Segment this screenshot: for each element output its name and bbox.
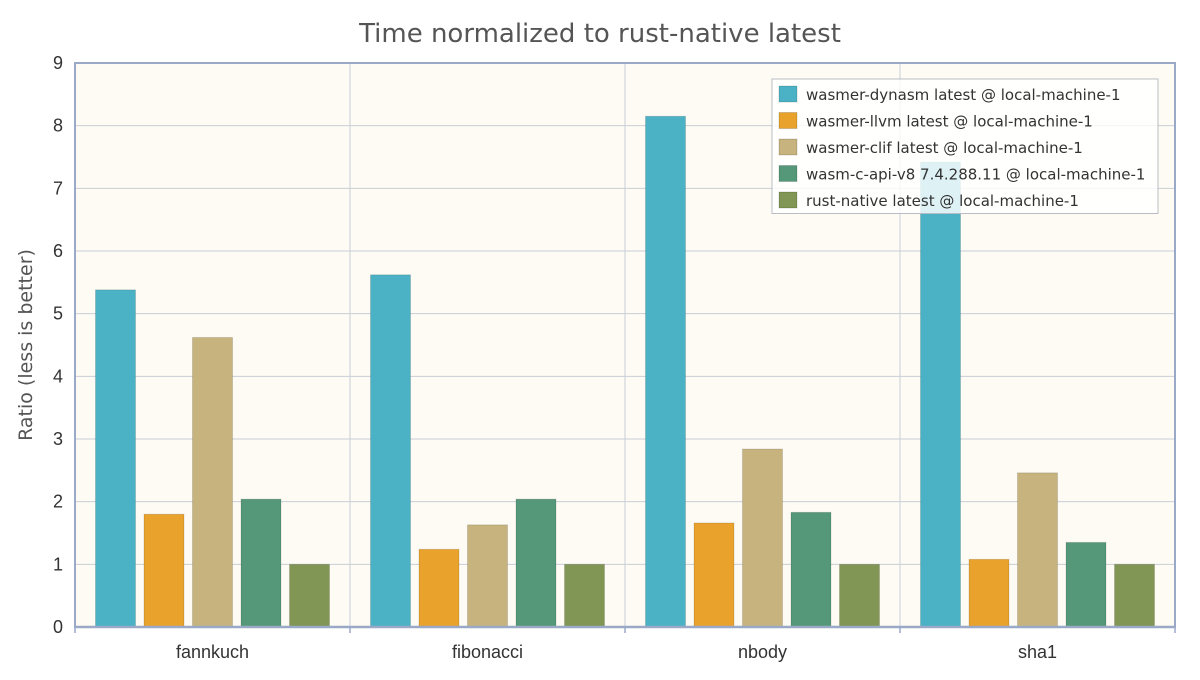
bar-sha1-0 (920, 161, 961, 628)
bar-fibonacci-3 (515, 498, 557, 628)
axes (74, 62, 1176, 633)
bar-sha1-1 (968, 558, 1010, 628)
bar-fibonacci-2 (467, 524, 508, 628)
y-tick-label: 7 (53, 178, 63, 198)
x-tick-labels: fannkuch fibonacci nbody sha1 (176, 642, 1057, 662)
bar-nbody-1 (693, 522, 735, 628)
bar-fannkuch-2 (192, 336, 233, 628)
bar-fannkuch-0 (95, 289, 136, 628)
bar-fibonacci-1 (418, 548, 460, 628)
y-tick-label: 6 (53, 241, 63, 261)
y-tick-label: 3 (53, 429, 63, 449)
bar-fibonacci-0 (370, 274, 411, 628)
bar-nbody-2 (742, 448, 783, 628)
y-tick-labels: 0 1 2 3 4 5 6 7 8 9 (53, 53, 63, 637)
bar-fannkuch-1 (143, 513, 185, 628)
legend: wasmer-dynasm latest @ local-machine-1 wa… (771, 78, 1159, 214)
bar-sha1-3 (1065, 541, 1107, 628)
bar-fibonacci-4 (564, 563, 605, 628)
legend-swatch (778, 85, 798, 103)
y-tick-label: 2 (53, 492, 63, 512)
x-tick-label: sha1 (1018, 642, 1057, 662)
x-tick-label: fibonacci (452, 642, 523, 662)
legend-label: rust-native latest @ local-machine-1 (806, 192, 1079, 210)
legend-label: wasmer-dynasm latest @ local-machine-1 (806, 86, 1121, 104)
legend-label: wasm-c-api-v8 7.4.288.11 @ local-machine… (806, 166, 1145, 184)
bars (95, 115, 1155, 628)
bar-sha1-2 (1017, 472, 1058, 628)
chart-title: Time normalized to rust-native latest (358, 19, 841, 49)
y-axis-label: Ratio (less is better) (15, 249, 37, 441)
legend-swatch (778, 112, 798, 129)
legend-swatch (778, 191, 798, 209)
x-tick-label: nbody (738, 642, 787, 662)
bar-nbody-0 (645, 115, 686, 628)
y-tick-label: 0 (53, 617, 63, 637)
legend-swatch (778, 165, 798, 182)
bar-nbody-4 (839, 563, 880, 628)
bar-nbody-3 (790, 511, 832, 628)
y-tick-label: 8 (53, 116, 63, 136)
legend-swatch (778, 138, 798, 156)
legend-label: wasmer-llvm latest @ local-machine-1 (806, 113, 1093, 131)
y-tick-label: 9 (53, 53, 63, 73)
legend-box (771, 78, 1159, 214)
y-tick-label: 5 (53, 304, 63, 324)
bar-fannkuch-3 (240, 498, 282, 628)
x-tick-label: fannkuch (176, 642, 249, 662)
bar-fannkuch-4 (289, 563, 330, 628)
y-tick-label: 4 (53, 366, 63, 386)
bar-sha1-4 (1114, 563, 1155, 628)
legend-label: wasmer-clif latest @ local-machine-1 (806, 139, 1083, 157)
y-tick-label: 1 (53, 554, 63, 574)
